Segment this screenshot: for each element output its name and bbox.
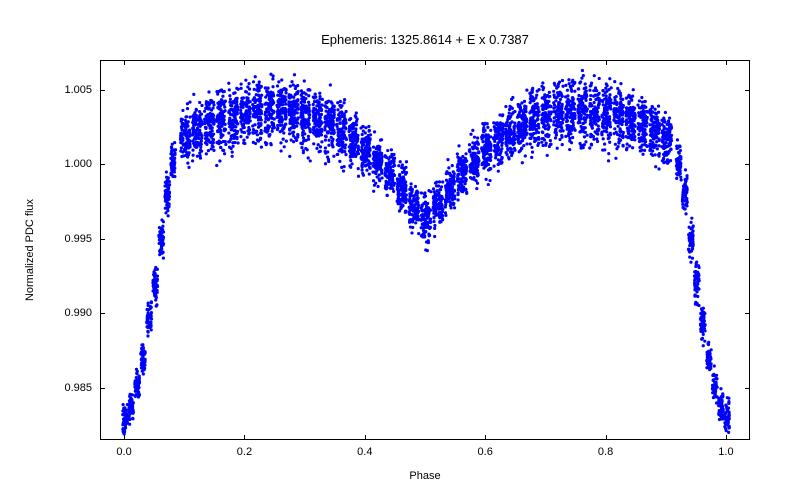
scatter-points [101,61,751,441]
xtick-mark [365,435,366,440]
xtick-mark [726,435,727,440]
ytick-mark [745,164,750,165]
ytick-mark [100,164,105,165]
xtick-mark [485,435,486,440]
ytick-label: 0.990 [50,307,92,319]
ytick-mark [100,388,105,389]
xtick-mark [244,435,245,440]
figure: Ephemeris: 1325.8614 + E x 0.7387 Normal… [0,0,800,500]
xtick-mark [124,435,125,440]
y-axis-label: Normalized PDC flux [24,199,36,301]
ytick-label: 0.995 [50,233,92,245]
xtick-label: 0.2 [237,446,252,458]
ytick-mark [100,313,105,314]
xtick-label: 0.8 [598,446,613,458]
xtick-label: 1.0 [718,446,733,458]
xtick-mark [365,60,366,65]
ytick-mark [100,239,105,240]
xtick-mark [606,435,607,440]
xtick-mark [244,60,245,65]
ytick-mark [745,90,750,91]
xtick-mark [124,60,125,65]
ytick-mark [745,313,750,314]
xtick-label: 0.0 [116,446,131,458]
ytick-mark [100,90,105,91]
xtick-mark [485,60,486,65]
xtick-label: 0.6 [478,446,493,458]
ytick-label: 1.005 [50,84,92,96]
plot-area [100,60,750,440]
ytick-label: 1.000 [50,158,92,170]
xtick-label: 0.4 [357,446,372,458]
ytick-mark [745,239,750,240]
ytick-mark [745,388,750,389]
xtick-mark [726,60,727,65]
x-axis-label: Phase [100,470,750,482]
ytick-label: 0.985 [50,382,92,394]
chart-title: Ephemeris: 1325.8614 + E x 0.7387 [100,32,750,47]
xtick-mark [606,60,607,65]
